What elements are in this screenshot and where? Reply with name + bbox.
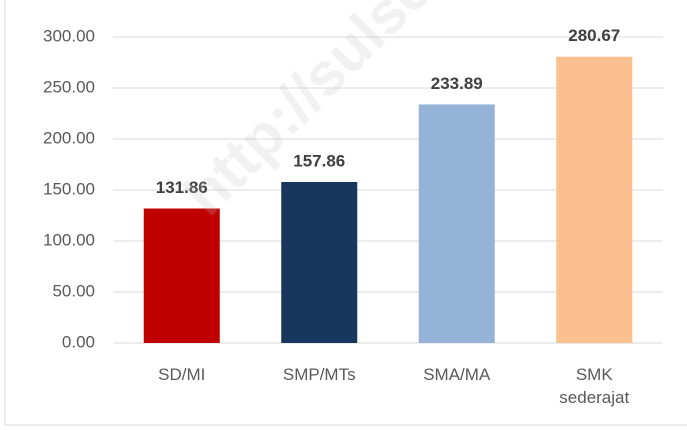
y-tick-label: 50.00	[52, 281, 95, 300]
value-label: 157.86	[293, 151, 345, 170]
y-tick-label: 250.00	[43, 77, 95, 96]
x-tick-label: SMP/MTs	[282, 365, 356, 384]
x-tick-label: SD/MI	[158, 365, 206, 384]
y-tick-label: 0.00	[62, 332, 95, 351]
bar	[143, 208, 220, 343]
chart-border	[4, 0, 687, 426]
x-tick-label: SMK sederajat	[559, 365, 630, 407]
y-tick-label: 100.00	[43, 230, 95, 249]
value-label: 131.86	[156, 178, 208, 197]
y-tick-label: 300.00	[43, 26, 95, 45]
x-tick-label: SMA/MA	[423, 365, 491, 384]
value-label: 280.67	[568, 26, 620, 45]
bar	[281, 181, 358, 343]
bar	[556, 56, 633, 343]
bar	[418, 104, 495, 344]
y-tick-label: 200.00	[43, 128, 95, 147]
y-tick-label: 150.00	[43, 179, 95, 198]
value-label: 233.89	[431, 74, 483, 93]
